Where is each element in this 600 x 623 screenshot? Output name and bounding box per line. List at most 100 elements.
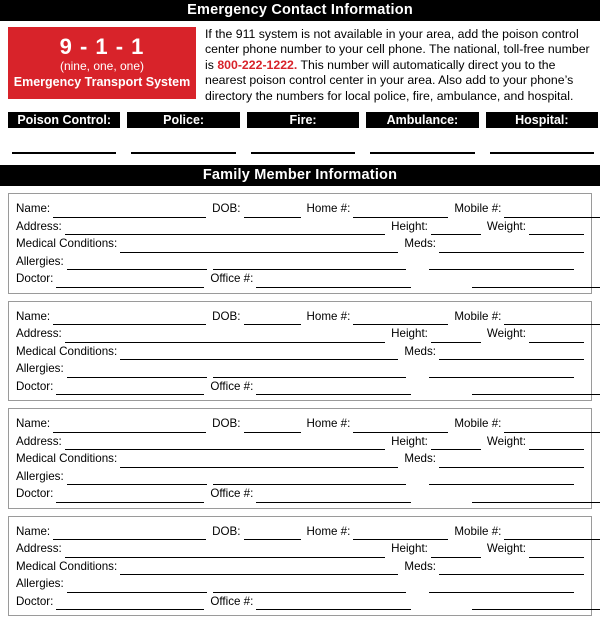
input-home-number[interactable] (353, 312, 449, 326)
input-medical-conditions[interactable] (120, 347, 399, 361)
input-mobile-number[interactable] (504, 312, 600, 326)
input-address[interactable] (64, 545, 386, 558)
family-row-doctor: Doctor: Office #: (16, 378, 600, 396)
input-medical-conditions[interactable] (120, 455, 399, 468)
label-weight: Weight: (486, 434, 526, 448)
emergency-top-area: 9 - 1 - 1 (nine, one, one) Emergency Tra… (0, 21, 600, 104)
input-dob[interactable] (243, 312, 301, 326)
family-row-identity: Name: DOB: Home #: Mobile #: (16, 308, 600, 326)
input-office-number[interactable] (256, 275, 412, 288)
input-meds-continued[interactable] (428, 365, 574, 378)
contact-column-poison-control: Poison Control: (8, 112, 121, 155)
label-meds: Meds: (404, 452, 436, 466)
input-doctor[interactable] (56, 382, 205, 396)
contact-column-hospital: Hospital: (485, 112, 599, 155)
input-dob[interactable] (243, 420, 301, 433)
label-name: Name: (16, 309, 51, 323)
input-meds-continued-2[interactable] (472, 275, 600, 288)
input-allergies-continued[interactable] (212, 365, 406, 378)
label-home-number: Home #: (306, 202, 351, 216)
input-allergies[interactable] (66, 257, 207, 271)
input-office-number[interactable] (256, 382, 412, 396)
input-allergies-continued[interactable] (212, 580, 406, 593)
input-allergies[interactable] (66, 472, 207, 486)
contact-input-fire[interactable] (250, 152, 356, 155)
input-weight[interactable] (529, 330, 584, 343)
family-row-medical: Medical Conditions: Meds: (16, 343, 584, 361)
family-row-identity: Name: DOB: Home #: Mobile #: (16, 200, 600, 218)
family-member-section-header: Family Member Information (0, 165, 600, 187)
input-dob[interactable] (243, 205, 301, 218)
input-mobile-number[interactable] (504, 420, 600, 433)
input-name[interactable] (53, 420, 207, 433)
input-medical-conditions[interactable] (120, 240, 399, 253)
label-meds: Meds: (404, 237, 436, 251)
contact-label-ambulance: Ambulance: (366, 112, 479, 129)
input-weight[interactable] (529, 545, 584, 558)
input-medical-conditions[interactable] (120, 562, 399, 576)
input-weight[interactable] (529, 437, 584, 451)
contact-label-fire: Fire: (246, 112, 360, 129)
label-dob: DOB: (212, 202, 241, 216)
poison-control-phone-number: 800-222-1222. (217, 57, 298, 72)
contact-input-hospital[interactable] (489, 152, 595, 155)
input-allergies[interactable] (66, 365, 207, 378)
input-address[interactable] (64, 222, 386, 236)
input-mobile-number[interactable] (504, 205, 600, 218)
label-medical-conditions: Medical Conditions: (16, 559, 118, 573)
input-meds[interactable] (439, 455, 584, 468)
input-dob[interactable] (243, 527, 301, 541)
label-address: Address: (16, 327, 62, 341)
label-allergies: Allergies: (16, 254, 64, 268)
contact-input-ambulance[interactable] (370, 152, 475, 155)
input-address[interactable] (64, 330, 386, 343)
input-meds-continued[interactable] (428, 472, 574, 486)
label-height: Height: (391, 434, 428, 448)
input-name[interactable] (53, 205, 207, 218)
input-meds-continued-2[interactable] (472, 597, 600, 611)
input-meds[interactable] (439, 347, 584, 361)
input-home-number[interactable] (353, 205, 449, 218)
label-weight: Weight: (486, 327, 526, 341)
input-doctor[interactable] (56, 275, 205, 288)
input-home-number[interactable] (353, 527, 449, 541)
contact-column-police: Police: (127, 112, 240, 155)
label-home-number: Home #: (306, 309, 351, 323)
input-allergies-continued[interactable] (212, 257, 406, 271)
input-height[interactable] (430, 330, 481, 343)
input-meds[interactable] (439, 240, 584, 253)
input-home-number[interactable] (353, 420, 449, 433)
family-member-block: Name: DOB: Home #: Mobile #: Address: He… (8, 300, 600, 402)
input-meds-continued-2[interactable] (472, 382, 600, 396)
input-meds[interactable] (439, 562, 584, 576)
input-office-number[interactable] (256, 490, 412, 503)
contact-input-poison-control[interactable] (12, 152, 117, 155)
input-doctor[interactable] (56, 597, 205, 611)
input-weight[interactable] (529, 222, 584, 236)
input-meds-continued-2[interactable] (472, 490, 600, 503)
badge-number-text: 9 - 1 - 1 (59, 34, 145, 59)
input-allergies[interactable] (66, 580, 207, 593)
input-name[interactable] (53, 527, 207, 541)
contact-column-ambulance: Ambulance: (366, 112, 479, 155)
label-office-number: Office #: (210, 379, 254, 393)
contact-input-police[interactable] (131, 152, 236, 155)
input-mobile-number[interactable] (504, 527, 600, 541)
input-address[interactable] (64, 437, 386, 451)
label-doctor: Doctor: (16, 594, 54, 608)
family-row-address: Address: Height: Weight: (16, 218, 584, 236)
input-name[interactable] (53, 312, 207, 326)
input-doctor[interactable] (56, 490, 205, 503)
input-meds-continued[interactable] (428, 257, 574, 271)
label-allergies: Allergies: (16, 362, 64, 376)
input-meds-continued[interactable] (428, 580, 574, 593)
input-height[interactable] (430, 437, 481, 451)
family-row-address: Address: Height: Weight: (16, 540, 584, 558)
input-office-number[interactable] (256, 597, 412, 611)
label-height: Height: (391, 327, 428, 341)
input-height[interactable] (430, 222, 481, 236)
label-dob: DOB: (212, 417, 241, 431)
input-height[interactable] (430, 545, 481, 558)
input-allergies-continued[interactable] (212, 472, 406, 486)
emergency-contact-section-header: Emergency Contact Information (0, 0, 600, 21)
